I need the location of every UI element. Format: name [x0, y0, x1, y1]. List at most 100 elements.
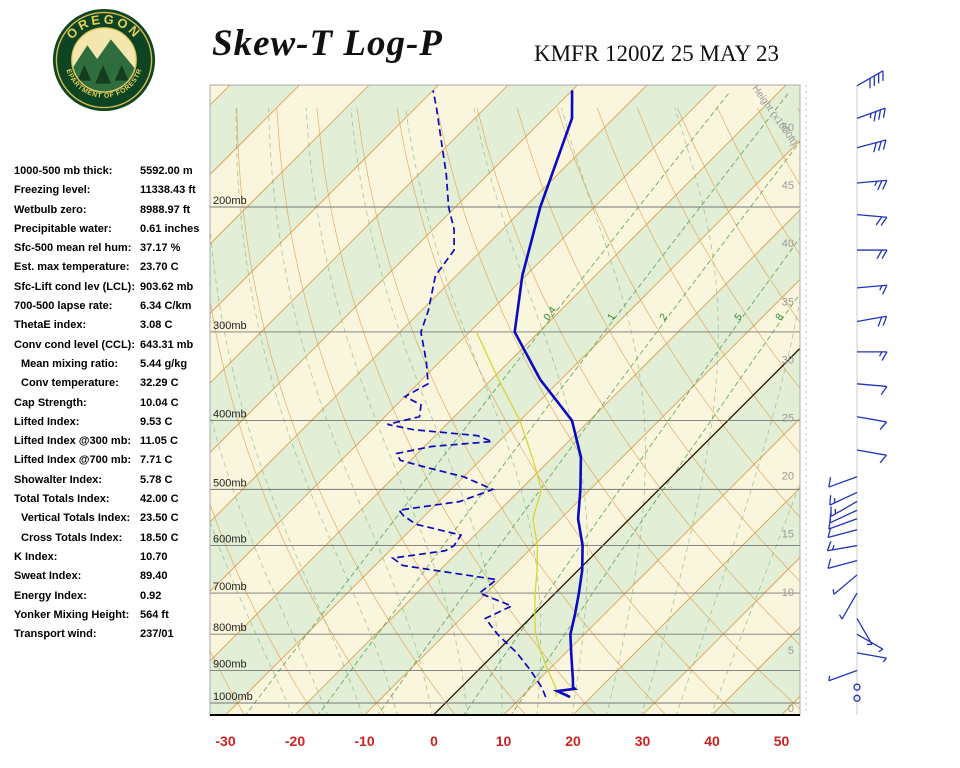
index-value: 32.29 C — [140, 377, 179, 390]
mixing-ratio-label: 8 — [774, 311, 786, 322]
index-label: 1000-500 mb thick: — [14, 165, 113, 177]
index-label: Cross Totals Index: — [21, 531, 123, 544]
temp-axis-label: 50 — [774, 733, 790, 749]
index-row: Conv temperature: 32.29 C — [14, 375, 216, 394]
index-value: 10.70 — [140, 550, 168, 563]
wind-barb-icon — [828, 518, 858, 530]
index-row: Cross Totals Index: 18.50 C — [14, 530, 216, 549]
index-row: Energy Index: 0.92 — [14, 588, 216, 607]
wind-barb-icon — [833, 574, 858, 595]
height-tick-label: 5 — [788, 645, 794, 657]
index-label: Sweat Index: — [14, 570, 82, 583]
index-label: Mean mixing ratio: — [21, 357, 119, 370]
index-label: K Index: — [14, 550, 58, 563]
height-tick-label: 50 — [782, 122, 794, 134]
index-label: Energy Index: — [14, 589, 87, 602]
tree-icon — [95, 64, 111, 84]
index-label: Showalter Index: — [14, 473, 103, 486]
station-time-label: KMFR 1200Z 25 MAY 23 — [534, 41, 779, 66]
index-row: Vertical Totals Index: 23.50 C — [14, 510, 216, 529]
wind-barb-icon — [828, 669, 858, 682]
zero-isotherm-line — [432, 347, 800, 715]
wind-barb-icon — [841, 592, 858, 620]
index-value: 8988.97 ft — [140, 203, 191, 216]
wind-barb-icon — [827, 559, 858, 569]
index-value: 89.40 — [140, 570, 168, 583]
index-row: Mean mixing ratio: 5.44 g/kg — [14, 356, 216, 375]
index-row: Est. max temperature: 23.70 C — [14, 259, 216, 278]
page-title: Skew-T Log-P — [212, 23, 443, 64]
logo-scene — [72, 28, 136, 92]
index-label: Transport wind: — [14, 628, 97, 641]
mixing-ratio-label: 2 — [658, 311, 670, 322]
index-value: 237/01 — [140, 628, 174, 641]
calm-wind-icon — [853, 694, 861, 702]
index-label: Conv cond level (CCL): — [14, 338, 136, 351]
mixing-ratio-label: 1 — [606, 311, 618, 322]
wind-barb-icon — [856, 179, 887, 184]
height-tick-label: 25 — [782, 413, 794, 425]
index-label: Freezing level: — [14, 184, 91, 197]
pressure-label: 1000mb — [213, 691, 253, 703]
index-label: ThetaE index: — [14, 319, 87, 332]
index-value: 7.71 C — [140, 454, 173, 467]
height-tick-label: 0 — [788, 703, 794, 715]
index-label: Lifted Index @700 mb: — [14, 454, 132, 467]
wind-barb-icon — [856, 633, 884, 650]
index-value: 0.61 inches — [140, 222, 200, 235]
index-row: Wetbulb zero: 8988.97 ft — [14, 202, 216, 221]
index-value: 11338.43 ft — [140, 184, 196, 197]
temp-axis-label: 30 — [635, 733, 651, 749]
tree-icon — [77, 64, 92, 81]
index-row: Sweat Index: 89.40 — [14, 568, 216, 587]
logo-ring-accent — [55, 11, 153, 109]
temp-axis-label: 0 — [430, 733, 438, 749]
index-row: ThetaE index: 3.08 C — [14, 317, 216, 336]
index-value: 643.31 mb — [140, 338, 194, 351]
height-tick-label: 40 — [782, 238, 794, 250]
mixing-ratio-label: 5 — [733, 311, 745, 322]
wind-barbs — [826, 70, 888, 702]
height-tick-label: 45 — [782, 180, 794, 192]
index-row: Sfc-500 mean rel hum: 37.17 % — [14, 240, 216, 259]
index-label: Wetbulb zero: — [14, 203, 87, 216]
temperature-trace — [513, 90, 584, 699]
index-value: 5.44 g/kg — [140, 357, 188, 370]
index-value: 3.08 C — [140, 319, 173, 332]
wind-barb-icon — [828, 476, 858, 488]
index-label: Yonker Mixing Height: — [14, 608, 130, 621]
pressure-label: 900mb — [213, 659, 247, 671]
pressure-label: 700mb — [213, 581, 247, 593]
temp-axis-label: -30 — [215, 733, 235, 749]
indices-panel: 1000-500 mb thick: 5592.00 m Freezing leve… — [14, 163, 216, 645]
wind-barb-icon — [856, 416, 887, 423]
wind-barb-icon — [829, 509, 858, 524]
index-value: 6.34 C/km — [140, 300, 192, 313]
index-value: 9.53 C — [140, 415, 173, 428]
index-row: Transport wind: 237/01 — [14, 626, 216, 645]
index-value: 10.04 C — [140, 396, 179, 409]
pressure-label: 800mb — [213, 622, 247, 634]
index-row: Cap Strength: 10.04 C — [14, 395, 216, 414]
height-tick-label: 35 — [782, 296, 794, 308]
index-value: 42.00 C — [140, 493, 179, 506]
sounding-traces — [387, 90, 584, 699]
pressure-label: 300mb — [213, 320, 247, 332]
index-label: Lifted Index @300 mb: — [14, 435, 132, 448]
index-row: 1000-500 mb thick: 5592.00 m — [14, 163, 216, 182]
pressure-label: 400mb — [213, 409, 247, 421]
index-label: Conv temperature: — [21, 377, 119, 390]
index-value: 5592.00 m — [140, 165, 193, 177]
pressure-label: 500mb — [213, 477, 247, 489]
index-value: 903.62 mb — [140, 280, 194, 293]
wind-barb-icon — [856, 449, 887, 456]
index-value: 564 ft — [140, 608, 169, 621]
mountain-icon — [72, 39, 136, 73]
index-label: Vertical Totals Index: — [21, 512, 131, 525]
index-label: Total Totals Index: — [14, 493, 110, 506]
wetbulb-trace — [475, 331, 557, 698]
index-row: 700-500 lapse rate: 6.34 C/km — [14, 298, 216, 317]
wind-barb-icon — [856, 618, 873, 645]
chart-grid — [210, 85, 800, 715]
